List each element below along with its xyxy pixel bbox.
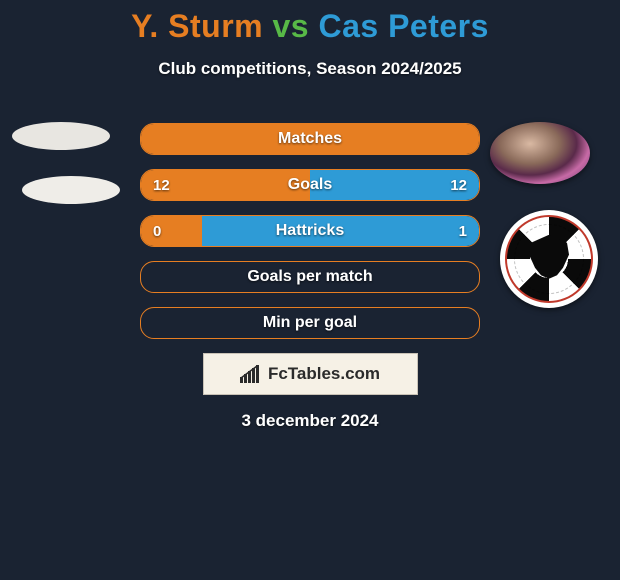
stat-row: Matches [140,123,480,155]
fsv-frankfurt-crest [505,215,593,303]
player1-club-badge [22,176,120,204]
player2-name: Cas Peters [318,8,488,44]
snapshot-date: 3 december 2024 [0,411,620,431]
bar-chart-icon [240,365,262,383]
stat-label: Goals per match [141,268,479,286]
stat-row: Goals per match [140,261,480,293]
stat-label: Goals [141,176,479,194]
stat-label: Min per goal [141,314,479,332]
competition-subtitle: Club competitions, Season 2024/2025 [0,59,620,79]
player1-avatar [12,122,110,150]
player2-avatar [490,122,590,184]
vs-label: vs [273,8,310,44]
stat-row: Min per goal [140,307,480,339]
stat-label: Hattricks [141,222,479,240]
stat-row: 01Hattricks [140,215,480,247]
player2-club-badge [500,210,598,308]
brand-label: FcTables.com [268,364,380,384]
player1-name: Y. Sturm [131,8,263,44]
stat-row: 1212Goals [140,169,480,201]
brand-badge: FcTables.com [203,353,418,395]
comparison-title: Y. Sturm vs Cas Peters [0,8,620,45]
stat-label: Matches [141,130,479,148]
